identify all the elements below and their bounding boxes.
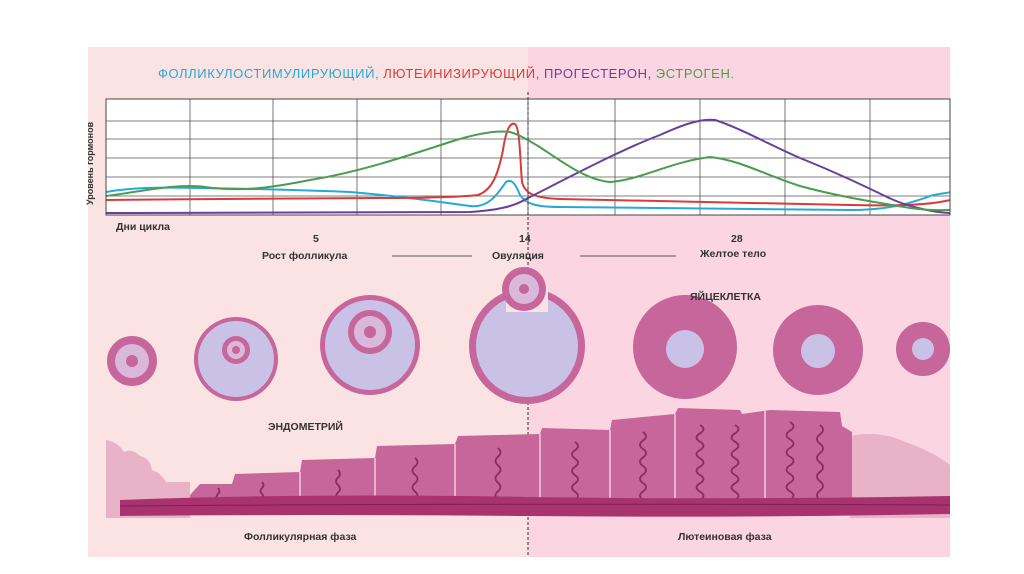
endometrium-label: ЭНДОМЕТРИЙ bbox=[268, 420, 343, 433]
endometrial-gland-6 bbox=[571, 441, 579, 501]
luteal-phase-label: Лютеиновая фаза bbox=[678, 531, 772, 543]
endometrial-gland-11 bbox=[816, 424, 824, 501]
x-tick-day-28: 28 bbox=[731, 233, 743, 245]
corpus-luteum-stage-1 bbox=[633, 295, 737, 399]
endometrial-glands bbox=[215, 421, 824, 501]
follicle-stage-3 bbox=[320, 295, 420, 395]
oocyte-label: ЯЙЦЕКЛЕТКА bbox=[690, 290, 761, 303]
endometrial-gland-7 bbox=[639, 431, 647, 501]
endometrial-column-dividers bbox=[299, 410, 766, 498]
x-tick-day-5: 5 bbox=[313, 233, 319, 245]
endometrial-gland-10 bbox=[785, 421, 795, 501]
estrogen-curve bbox=[105, 130, 951, 212]
x-axis-label: Дни цикла bbox=[116, 221, 170, 233]
legend-lh: ЛЮТЕИНИЗИРУЮЩИЙ, bbox=[383, 66, 540, 81]
corpus-luteum-stage-3 bbox=[896, 322, 950, 376]
follicular-phase-label: Фолликулярная фаза bbox=[244, 531, 357, 543]
endometrial-gland-4 bbox=[411, 457, 419, 501]
hormone-chart bbox=[105, 98, 951, 216]
endometrial-gland-9 bbox=[730, 424, 740, 501]
corpus-luteum-stage-2 bbox=[773, 305, 863, 395]
ovulating-follicle bbox=[469, 267, 585, 404]
ovulation-label: Овуляция bbox=[492, 250, 544, 262]
hormone-curves bbox=[105, 118, 951, 214]
endometrium-basal-line bbox=[119, 503, 951, 507]
legend-estrogen: ЭСТРОГЕН. bbox=[656, 66, 735, 81]
fsh-curve bbox=[105, 179, 951, 212]
endometrial-gland-5 bbox=[494, 447, 502, 501]
y-axis-label: Уровень гормонов bbox=[85, 121, 95, 205]
hormone-legend-title: ФОЛЛИКУЛОСТИМУЛИРУЮЩИЙ, ЛЮТЕИНИЗИРУЮЩИЙ, П… bbox=[158, 66, 735, 81]
follicle-progression bbox=[107, 267, 950, 404]
corpus-luteum-label: Желтое тело bbox=[699, 248, 766, 260]
progesterone-curve bbox=[105, 118, 951, 214]
endometrium-functional-layer bbox=[190, 408, 852, 505]
follicle-stage-2 bbox=[194, 317, 278, 401]
legend-fsh: ФОЛЛИКУЛОСТИМУЛИРУЮЩИЙ, bbox=[158, 66, 379, 81]
x-tick-day-14: 14 bbox=[519, 233, 531, 245]
follicle-stage-1 bbox=[107, 336, 157, 386]
endometrial-gland-3 bbox=[335, 469, 341, 501]
endometrial-gland-8 bbox=[695, 424, 705, 501]
legend-progesterone: ПРОГЕСТЕРОН, bbox=[544, 66, 652, 81]
lh-curve bbox=[105, 122, 951, 207]
endometrium-basal-layer bbox=[120, 495, 950, 517]
follicle-growth-label: Рост фолликула bbox=[262, 250, 348, 262]
endometrium-illustration bbox=[106, 408, 951, 518]
